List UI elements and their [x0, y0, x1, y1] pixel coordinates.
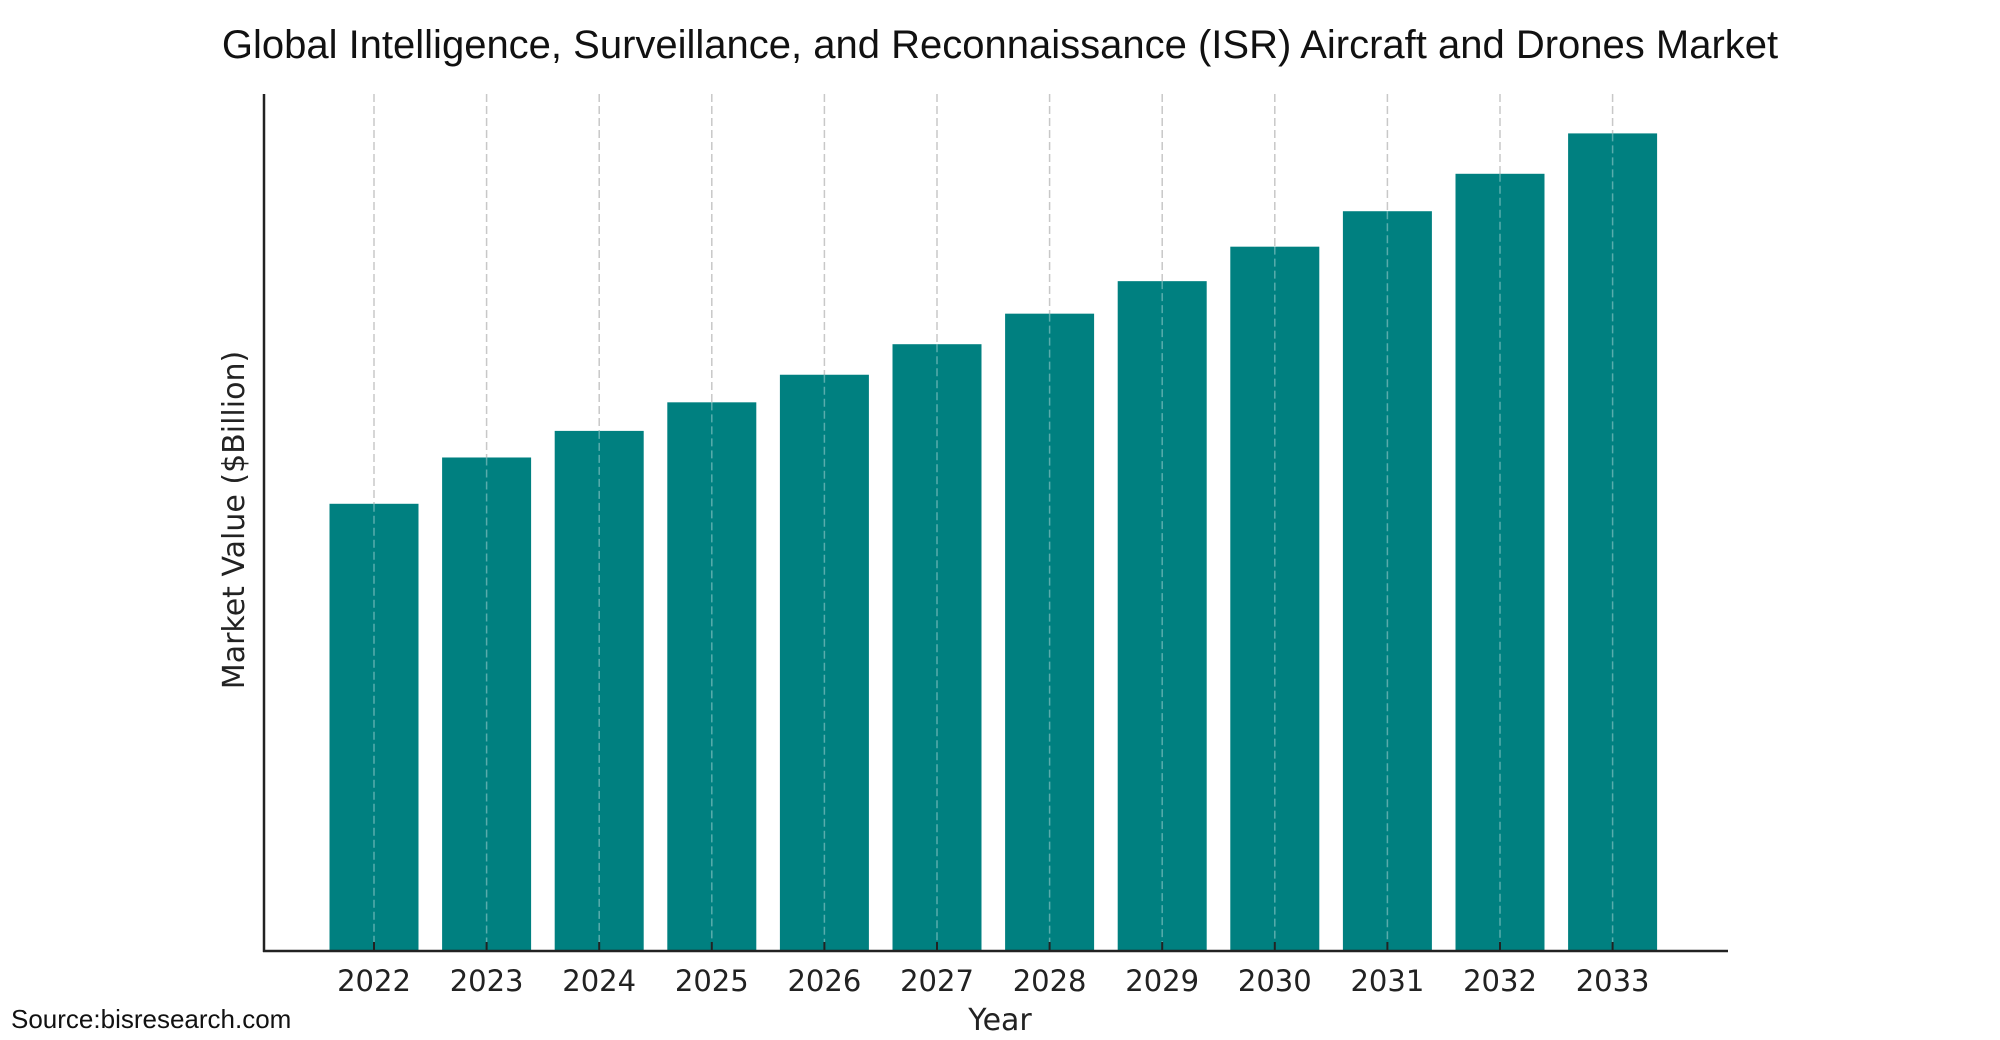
bar-2025 [667, 402, 757, 951]
x-tick-label: 2023 [450, 964, 524, 998]
bar-2029 [1117, 281, 1207, 952]
x-tick-label: 2024 [562, 964, 636, 998]
grid-lines-overlay [373, 133, 1614, 951]
x-tick-label: 2025 [675, 964, 749, 998]
source-note: Source:bisresearch.com [11, 1004, 291, 1034]
x-tick-label: 2028 [1013, 964, 1087, 998]
bar-2022 [329, 503, 419, 951]
x-ticks: 2022 2023 2024 2025 2026 2027 2028 2029 2030 2031… [337, 942, 1650, 998]
bar-2027 [892, 344, 982, 951]
bars [329, 133, 1658, 952]
x-tick-label: 2031 [1350, 964, 1424, 998]
x-axis-label: Year [967, 1003, 1032, 1038]
x-tick-label: 2032 [1463, 964, 1537, 998]
bar-2033 [1568, 133, 1658, 952]
bar-2031 [1342, 211, 1432, 952]
x-tick-label: 2022 [337, 964, 411, 998]
x-tick-label: 2033 [1576, 964, 1650, 998]
x-tick-label: 2027 [900, 964, 974, 998]
y-axis-label: Market Value ($Billion) [217, 351, 252, 689]
x-tick-label: 2030 [1238, 964, 1312, 998]
bar-2023 [442, 457, 532, 951]
bar-2030 [1230, 246, 1320, 952]
chart-title: Global Intelligence, Surveillance, and R… [222, 23, 1778, 67]
bar-2028 [1005, 313, 1095, 951]
bar-2024 [554, 430, 644, 951]
bar-2032 [1455, 173, 1545, 951]
x-tick-label: 2029 [1125, 964, 1199, 998]
bar-2026 [779, 374, 869, 951]
x-tick-label: 2026 [787, 964, 861, 998]
